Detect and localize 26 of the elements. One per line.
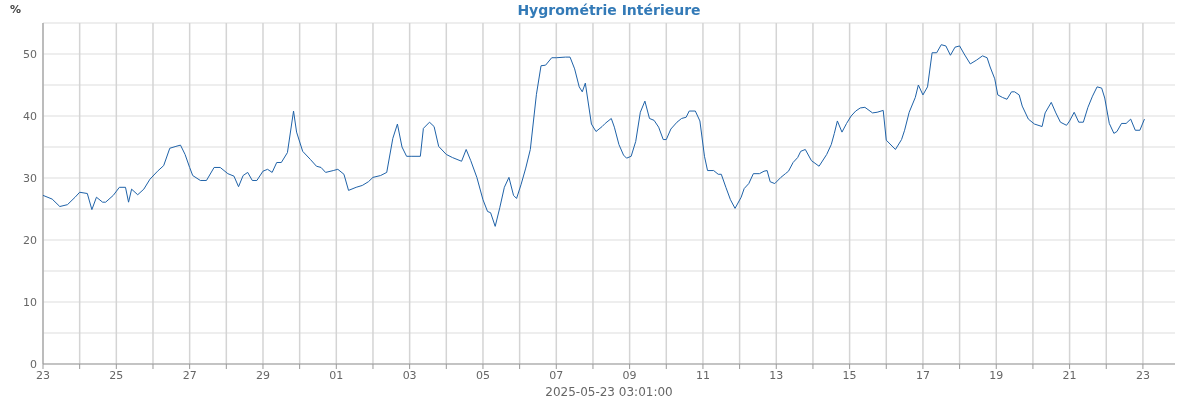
x-tick-label: 19 [989, 369, 1004, 382]
x-tick-label: 23 [36, 369, 50, 382]
x-tick-label: 15 [842, 369, 857, 382]
x-tick-label: 27 [182, 369, 197, 382]
x-axis-title: 2025-05-23 03:01:00 [545, 385, 673, 399]
x-tick-label: 29 [255, 369, 270, 382]
y-tick-label: 30 [23, 172, 37, 185]
y-tick-label: 0 [30, 358, 37, 371]
x-tick-label: 05 [475, 369, 490, 382]
x-tick-label: 07 [549, 369, 564, 382]
x-tick-label: 21 [1062, 369, 1077, 382]
chart-title: Hygrométrie Intérieure [517, 2, 701, 18]
y-tick-label: 50 [23, 48, 37, 61]
x-tick-label: 11 [695, 369, 710, 382]
x-tick-label: 13 [769, 369, 784, 382]
y-tick-label: 20 [23, 234, 37, 247]
x-tick-label: 25 [109, 369, 124, 382]
x-tick-label: 01 [329, 369, 344, 382]
x-tick-label: 23 [1135, 369, 1150, 382]
x-tick-label: 17 [915, 369, 930, 382]
y-tick-label: 40 [23, 110, 37, 123]
x-tick-label: 03 [402, 369, 417, 382]
y-axis-title: % [10, 3, 22, 16]
y-tick-label: 10 [23, 296, 37, 309]
x-tick-label: 09 [622, 369, 637, 382]
line-series [42, 44, 1145, 227]
